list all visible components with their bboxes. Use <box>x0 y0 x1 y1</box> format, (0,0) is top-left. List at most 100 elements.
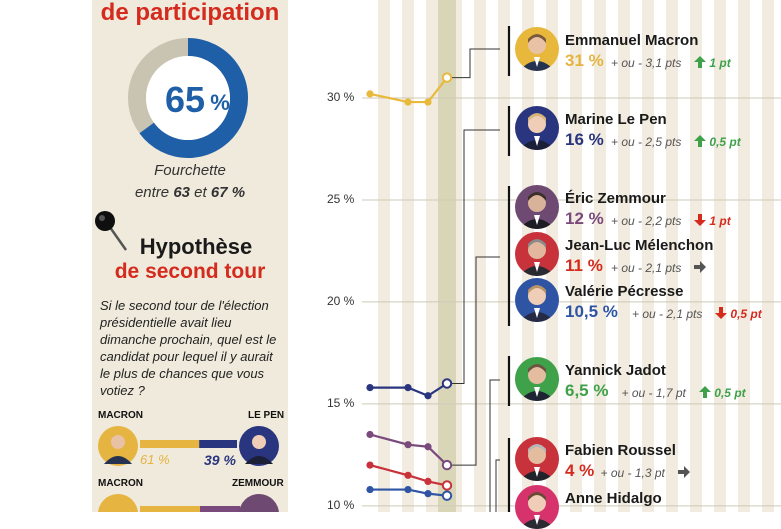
series-point-pecresse <box>441 490 453 501</box>
y-tick-label: 30 % <box>327 89 355 104</box>
candidate-margin-melenchon: + ou - 2,1 pts <box>611 261 682 275</box>
series-point-macron <box>441 72 453 83</box>
candidate-margin-lepen: + ou - 2,5 pts <box>611 135 682 149</box>
y-tick-label: 20 % <box>327 293 355 308</box>
series-line-melenchon <box>369 464 448 487</box>
left-info-panel: de participation 65 % Fourchette entre 6… <box>92 0 288 512</box>
bg-stripe <box>570 0 582 512</box>
bg-stripe <box>618 0 630 512</box>
candidate-score-pecresse: 10,5 % <box>565 302 618 321</box>
series-point-zemmour <box>441 459 453 471</box>
candidate-trend-macron: 1 pt <box>694 56 731 70</box>
y-tick-label: 25 % <box>327 191 355 206</box>
second-round-title: Hypothèse <box>139 234 253 259</box>
participation-title: de participation <box>100 0 280 26</box>
series-point-pecresse <box>404 485 412 494</box>
bg-stripe <box>594 0 606 512</box>
connector-jadot <box>489 379 500 512</box>
trend-value-pecresse: 0,5 pt <box>730 307 762 321</box>
trend-value-jadot: 0,5 pt <box>714 386 746 400</box>
candidate-margin-macron: + ou - 3,1 pts <box>611 56 682 70</box>
poll-line-chart <box>362 0 781 512</box>
series-point-lepen <box>424 392 432 400</box>
candidate-score-melenchon: 11 % <box>565 256 603 275</box>
candidate-trend-pecresse: 0,5 pt <box>715 307 762 321</box>
series-line-lepen <box>370 382 448 397</box>
series-point-melenchon <box>366 461 374 469</box>
connector-group2 <box>495 459 500 512</box>
candidate-name-roussel: Fabien Roussel <box>565 442 676 459</box>
range-high: 67 % <box>210 184 246 201</box>
series-point-zemmour <box>404 441 412 449</box>
range-low: 63 <box>173 184 190 201</box>
bg-stripe <box>402 0 414 512</box>
duel2-left-fill <box>140 506 200 512</box>
duel1-right-name: LE PEN <box>248 410 285 421</box>
range-mid: et <box>194 184 207 201</box>
connector-lines <box>447 26 511 512</box>
y-tick-label: 15 % <box>327 395 355 410</box>
duel2-right-fill <box>200 506 240 512</box>
duel1-left-name: MACRON <box>98 410 143 421</box>
candidate-name-lepen: Marine Le Pen <box>565 111 667 128</box>
duel2-bar <box>98 494 279 512</box>
series-point-macron <box>404 98 412 106</box>
duel1-right-pct: 39 % <box>204 452 236 468</box>
candidate-margin-zemmour: + ou - 2,2 pts <box>611 214 682 228</box>
candidate-trend-melenchon <box>694 261 709 275</box>
arrow-up-icon <box>694 135 707 147</box>
series-point-macron <box>424 98 432 106</box>
series-point-melenchon <box>404 471 412 479</box>
bg-stripe <box>426 0 438 512</box>
candidate-score-macron: 31 % <box>565 51 604 70</box>
trend-value-macron: 1 pt <box>709 56 731 70</box>
candidate-trend-lepen: 0,5 pt <box>694 135 741 149</box>
candidate-margin-jadot: + ou - 1,7 pt <box>621 386 686 400</box>
participation-range-label: Fourchette <box>154 162 226 179</box>
candidate-trend-zemmour: 1 pt <box>694 214 731 228</box>
participation-range: entre 63 et 67 % <box>92 184 288 201</box>
candidate-margin-roussel: + ou - 1,3 pt <box>600 466 665 480</box>
arrow-down-icon <box>715 307 728 319</box>
candidate-score-lepen: 16 % <box>565 130 604 149</box>
bg-stripe <box>690 0 702 512</box>
avatar-melenchon <box>515 232 559 276</box>
range-pre: entre <box>134 184 170 201</box>
candidate-score-jadot: 6,5 % <box>565 381 609 400</box>
duel2-right-name: ZEMMOUR <box>232 478 284 489</box>
participation-ring-fill <box>139 38 248 158</box>
trend-value-lepen: 0,5 pt <box>709 135 741 149</box>
connector-group1 <box>447 256 500 466</box>
y-tick-label: 10 % <box>327 497 355 512</box>
candidate-name-macron: Emmanuel Macron <box>565 32 699 49</box>
avatar-pecresse <box>515 278 559 322</box>
arrow-up-icon <box>694 56 707 68</box>
candidate-score-roussel: 4 % <box>565 461 595 480</box>
duel1-left-pct: 61 % <box>140 452 170 467</box>
series-point-lepen <box>366 383 374 392</box>
candidate-score-zemmour: 12 % <box>565 209 604 228</box>
arrow-up-icon <box>699 386 712 398</box>
series-point-melenchon <box>441 480 453 491</box>
connector-lepen <box>447 129 500 385</box>
bg-stripe <box>714 0 726 512</box>
duel2-right-avatar <box>239 494 279 512</box>
series-lines <box>366 72 453 501</box>
candidate-name-melenchon: Jean-Luc Mélenchon <box>565 237 714 254</box>
participation-pct-sign: % <box>210 90 230 115</box>
pushpin-icon <box>95 211 128 251</box>
candidate-name-zemmour: Éric Zemmour <box>565 190 666 207</box>
second-round-question: Si le second tour de l'élection présiden… <box>100 298 277 398</box>
bg-stripe <box>738 0 750 512</box>
series-point-lepen <box>404 383 412 392</box>
duel1-right-fill <box>199 440 237 448</box>
participation-value: 65 <box>165 79 205 120</box>
bg-stripe <box>666 0 678 512</box>
bg-stripe <box>762 0 774 512</box>
duel2-left-name: MACRON <box>98 478 143 489</box>
y-tick-label: 35 % <box>327 0 354 2</box>
bg-stripe <box>474 0 486 512</box>
duel1-left-fill <box>140 440 200 448</box>
bg-stripe <box>642 0 654 512</box>
connector-macron <box>447 48 500 79</box>
